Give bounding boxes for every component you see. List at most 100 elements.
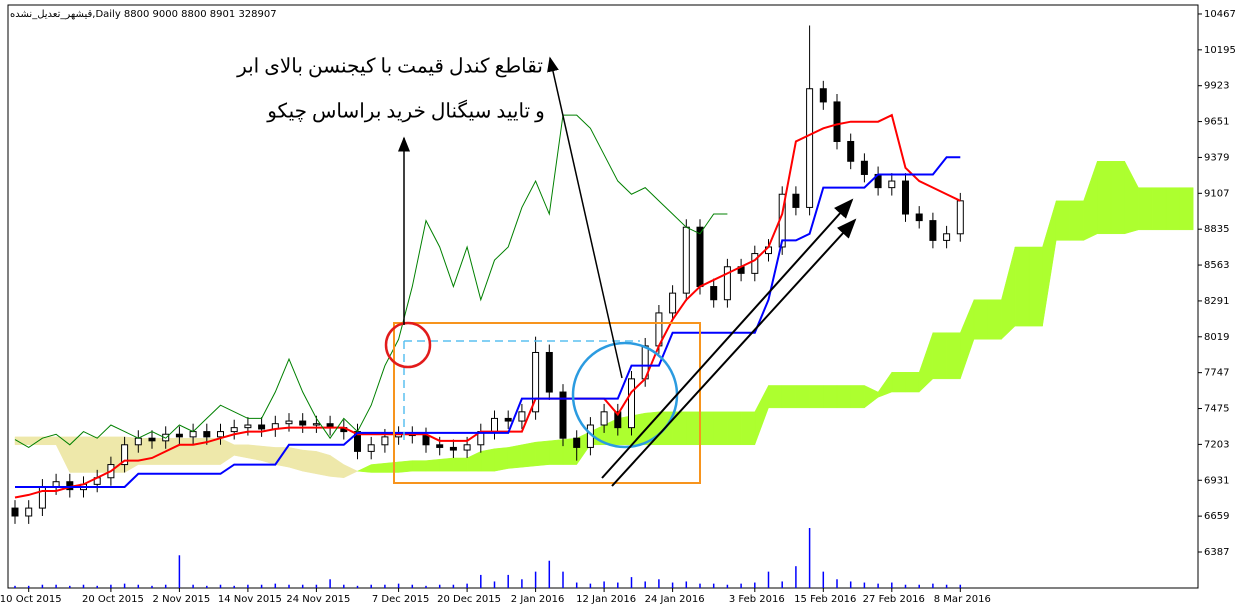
candle-body [436, 444, 444, 448]
x-tick-label: 2 Jan 2016 [511, 594, 565, 605]
x-tick-label: 27 Feb 2016 [863, 594, 925, 605]
candle-body [915, 213, 923, 222]
candle-body [189, 431, 197, 438]
candle-body [148, 437, 156, 442]
cloud-fill [370, 462, 386, 473]
cloud-fill [412, 460, 427, 472]
cloud-fill [1069, 200, 1084, 241]
cloud-fill [1165, 187, 1180, 231]
candle-body [696, 226, 704, 288]
candle-body [723, 266, 731, 301]
candle-body [230, 427, 238, 433]
cloud-fill [275, 447, 290, 468]
cloud-fill [521, 441, 536, 468]
cloud-fill [1138, 187, 1153, 231]
indicator-line [15, 156, 961, 488]
x-tick-label: 15 Feb 2016 [794, 594, 856, 605]
candle-body [806, 88, 814, 208]
candle-body [121, 444, 129, 466]
x-tick-label: 12 Jan 2016 [576, 594, 636, 605]
y-tick-label: 6931 [1204, 475, 1229, 486]
candle-body [559, 391, 567, 439]
red-circle [384, 321, 432, 369]
indicator-line [14, 113, 961, 499]
candle-body [312, 423, 320, 426]
x-tick-label: 20 Oct 2015 [82, 594, 144, 605]
candle-body [25, 507, 33, 517]
cloud-fill [453, 457, 468, 472]
cloud-fill [1055, 200, 1071, 241]
y-tick-label: 9379 [1204, 152, 1229, 163]
cloud-fill [439, 457, 454, 472]
x-tick-label: 14 Nov 2015 [218, 594, 282, 605]
candle-body [847, 140, 855, 162]
y-tick-label: 8019 [1204, 332, 1229, 343]
y-tick-label: 8835 [1204, 224, 1229, 235]
cloud-fill [727, 411, 742, 446]
cloud-fill [809, 385, 824, 409]
candle-body [381, 436, 389, 446]
candle-body [929, 220, 937, 241]
cloud-fill [384, 461, 399, 473]
y-tick-label: 6387 [1204, 547, 1229, 558]
x-tick-label: 24 Jan 2016 [645, 594, 705, 605]
x-tick-label: 24 Nov 2015 [286, 594, 350, 605]
cloud-fill [28, 436, 43, 446]
candle-body [463, 444, 471, 451]
cloud-fill [781, 385, 797, 409]
candle-body [175, 433, 183, 438]
y-tick-label: 6659 [1204, 511, 1229, 522]
candle-body [491, 417, 498, 433]
y-tick-label: 9923 [1204, 81, 1229, 92]
cloud-fill [535, 440, 550, 467]
candle-body [203, 431, 211, 438]
candle-body [819, 88, 827, 103]
annotation: و تایید سیگنال خرید براساس چیکو [266, 100, 545, 123]
candle-body [902, 180, 909, 215]
cloud-fill [549, 439, 564, 465]
x-tick-label: 7 Dec 2015 [372, 594, 430, 605]
candle-body [600, 411, 608, 426]
cloud-fill [1179, 187, 1194, 231]
cloud-fill [480, 448, 495, 472]
candle-body [888, 180, 896, 189]
y-tick-label: 10195 [1204, 45, 1236, 56]
cloud-fill [891, 372, 906, 393]
candle-body [573, 437, 581, 448]
candle-body [285, 420, 293, 425]
y-tick-label: 8563 [1204, 260, 1229, 271]
cloud-fill [1110, 161, 1125, 235]
annotation: تقاطع کندل قیمت با کیجنسن بالای ابر [236, 56, 543, 78]
candle-body [258, 424, 266, 430]
y-tick-label: 7475 [1204, 404, 1229, 415]
y-tick-label: 8291 [1204, 296, 1229, 307]
cloud-fill [850, 385, 865, 409]
cloud-fill [795, 385, 810, 409]
y-tick-label: 7203 [1204, 439, 1229, 450]
x-tick-label: 3 Feb 2016 [729, 594, 785, 605]
cloud-fill [686, 411, 701, 446]
candle-body [449, 446, 457, 451]
annotation-shapes [384, 56, 857, 487]
cloud-fill [302, 449, 317, 475]
y-tick-label: 9107 [1204, 188, 1229, 199]
candle-body [422, 435, 430, 446]
candle-body [299, 420, 307, 426]
cloud-fill [836, 385, 851, 409]
cloud-fill [699, 411, 714, 446]
x-tick-label: 10 Oct 2015 [0, 594, 62, 605]
cloud-fill [973, 299, 988, 340]
candle-body [710, 286, 718, 301]
candle-body [134, 437, 142, 446]
highlight-box [393, 322, 701, 484]
x-tick-label: 8 Mar 2016 [934, 594, 991, 605]
chart-header: قیشهر_تعدیل_نشده,Daily 8800 9000 8800 89… [10, 9, 277, 20]
candle-body [682, 226, 690, 294]
candle-body [11, 507, 19, 517]
cloud-fill [494, 447, 509, 472]
candle-body [532, 351, 540, 413]
x-tick-label: 2 Nov 2015 [153, 594, 211, 605]
candle-body [614, 411, 622, 429]
cloud-fill [905, 372, 920, 393]
